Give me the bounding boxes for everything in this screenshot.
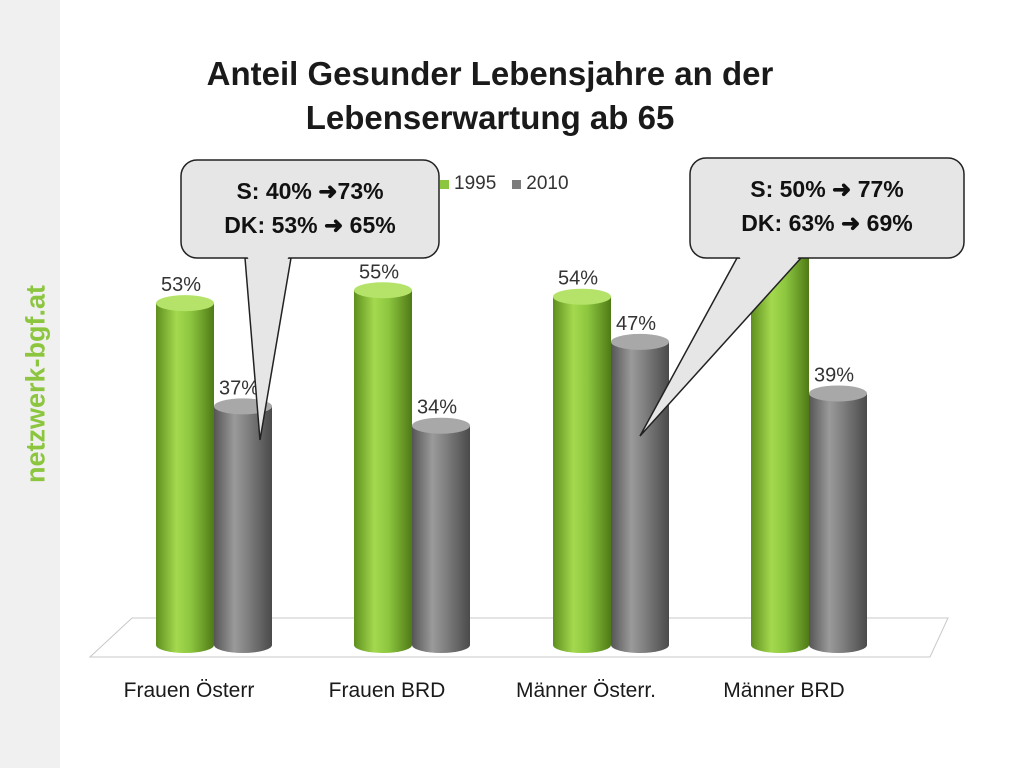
legend-label-1995: 1995	[454, 173, 496, 195]
data-label-1995-3: 54%	[558, 268, 598, 290]
legend-swatch-2010	[512, 180, 521, 189]
bar-2010-4	[809, 385, 867, 653]
data-label-2010-4: 39%	[814, 364, 854, 386]
legend-item-1995: 1995	[440, 173, 496, 195]
callout-1-line-2: DK: 53% ➜ 65%	[224, 212, 395, 238]
category-label-3: Männer Österr.	[516, 679, 656, 702]
category-label-4: Männer BRD	[723, 679, 844, 702]
bar-2010-2	[412, 418, 470, 653]
callout-1-line-1: S: 40% ➜73%	[236, 178, 383, 204]
callout-2-line-1: S: 50% ➜ 77%	[750, 176, 904, 202]
category-label-1: Frauen Österr	[124, 679, 255, 702]
legend-swatch-1995	[440, 180, 449, 189]
legend-label-2010: 2010	[526, 173, 568, 195]
bar-1995-3	[553, 289, 611, 653]
bar-1995-2	[354, 282, 412, 653]
data-label-2010-3: 47%	[616, 313, 656, 335]
bar-1995-1	[156, 295, 214, 653]
bar-2010-1	[214, 398, 272, 653]
data-label-1995-2: 55%	[359, 261, 399, 283]
legend-item-2010: 2010	[512, 173, 568, 195]
bar-1995-4	[751, 244, 809, 653]
data-label-2010-1: 37%	[219, 377, 259, 399]
legend: 1995 2010	[440, 173, 585, 195]
data-label-1995-1: 53%	[161, 274, 201, 296]
bar-2010-3	[611, 334, 669, 653]
data-label-2010-2: 34%	[417, 397, 457, 419]
bar-chart: 53% 55% 54% 37% 34% 47% 39% Frauen Österr Frauen…	[0, 0, 1024, 768]
category-label-2: Frauen BRD	[329, 679, 446, 702]
callout-2-line-2: DK: 63% ➜ 69%	[741, 210, 912, 236]
